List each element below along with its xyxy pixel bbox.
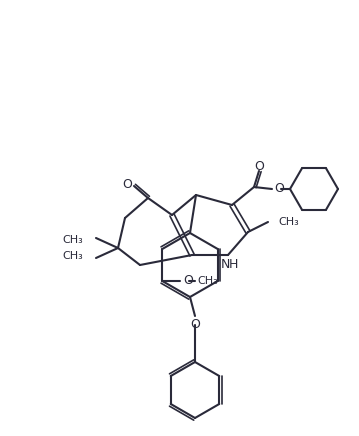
Text: N: N xyxy=(220,259,230,272)
Text: CH₃: CH₃ xyxy=(62,235,83,245)
Text: O: O xyxy=(254,160,264,173)
Text: CH₃: CH₃ xyxy=(62,251,83,261)
Text: CH₃: CH₃ xyxy=(278,217,299,227)
Text: CH₃: CH₃ xyxy=(197,276,218,286)
Text: O: O xyxy=(274,183,284,195)
Text: O: O xyxy=(122,178,132,191)
Text: H: H xyxy=(228,259,238,272)
Text: O: O xyxy=(183,275,193,287)
Text: O: O xyxy=(190,319,200,331)
